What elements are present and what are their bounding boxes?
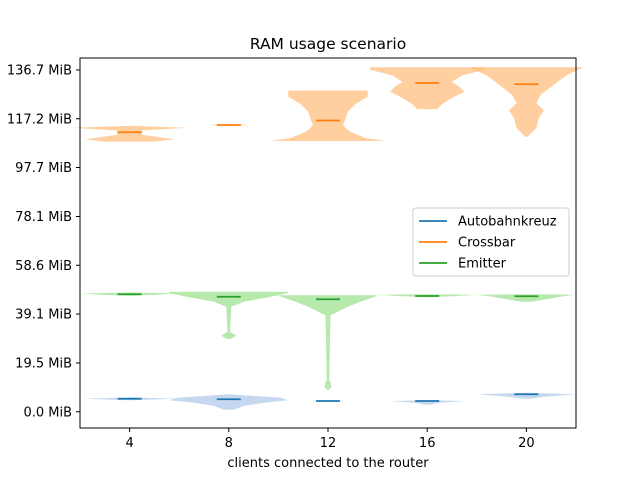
- y-tick-label: 39.1 MiB: [15, 308, 72, 323]
- legend-entry-label: Autobahnkreuz: [458, 215, 557, 230]
- x-tick-label: 4: [125, 436, 133, 451]
- violin-crossbar-12: [271, 90, 385, 141]
- legend-entry-label: Crossbar: [458, 236, 516, 251]
- y-tick-label: 97.7 MiB: [15, 161, 72, 176]
- violin-autobahnkreuz-20: [476, 392, 576, 399]
- chart-title: RAM usage scenario: [250, 35, 406, 53]
- violin-layer: [72, 67, 584, 410]
- y-axis: 0.0 MiB 19.5 MiB 39.1 MiB 58.6 MiB 78.1 MiB 9…: [7, 64, 80, 420]
- violin-crossbar-20: [469, 67, 584, 137]
- violin-autobahnkreuz-8: [169, 394, 289, 410]
- violin-emitter-20: [476, 294, 576, 302]
- y-tick-label: 0.0 MiB: [23, 405, 72, 420]
- legend-box: [412, 207, 570, 277]
- y-tick-label: 58.6 MiB: [15, 259, 72, 274]
- x-tick-label: 20: [518, 436, 535, 451]
- y-tick-label: 136.7 MiB: [7, 64, 72, 79]
- violin-crossbar-16: [370, 67, 485, 110]
- violin-crossbar-4: [72, 125, 187, 142]
- x-tick-label: 8: [225, 436, 233, 451]
- x-axis-title: clients connected to the router: [227, 456, 429, 471]
- median-layer: [117, 82, 539, 402]
- x-axis: 4 8 12 16 20: [125, 428, 535, 451]
- y-tick-label: 19.5 MiB: [15, 357, 72, 372]
- x-tick-label: 12: [320, 436, 337, 451]
- violin-emitter-12: [278, 295, 378, 390]
- legend-entry-label: Emitter: [458, 257, 507, 272]
- y-tick-label: 78.1 MiB: [15, 210, 72, 225]
- violin-emitter-8: [169, 291, 289, 339]
- legend: Autobahnkreuz Crossbar Emitter: [412, 207, 570, 277]
- y-tick-label: 117.2 MiB: [7, 112, 72, 127]
- x-tick-label: 16: [419, 436, 436, 451]
- violin-autobahnkreuz-16: [390, 400, 465, 405]
